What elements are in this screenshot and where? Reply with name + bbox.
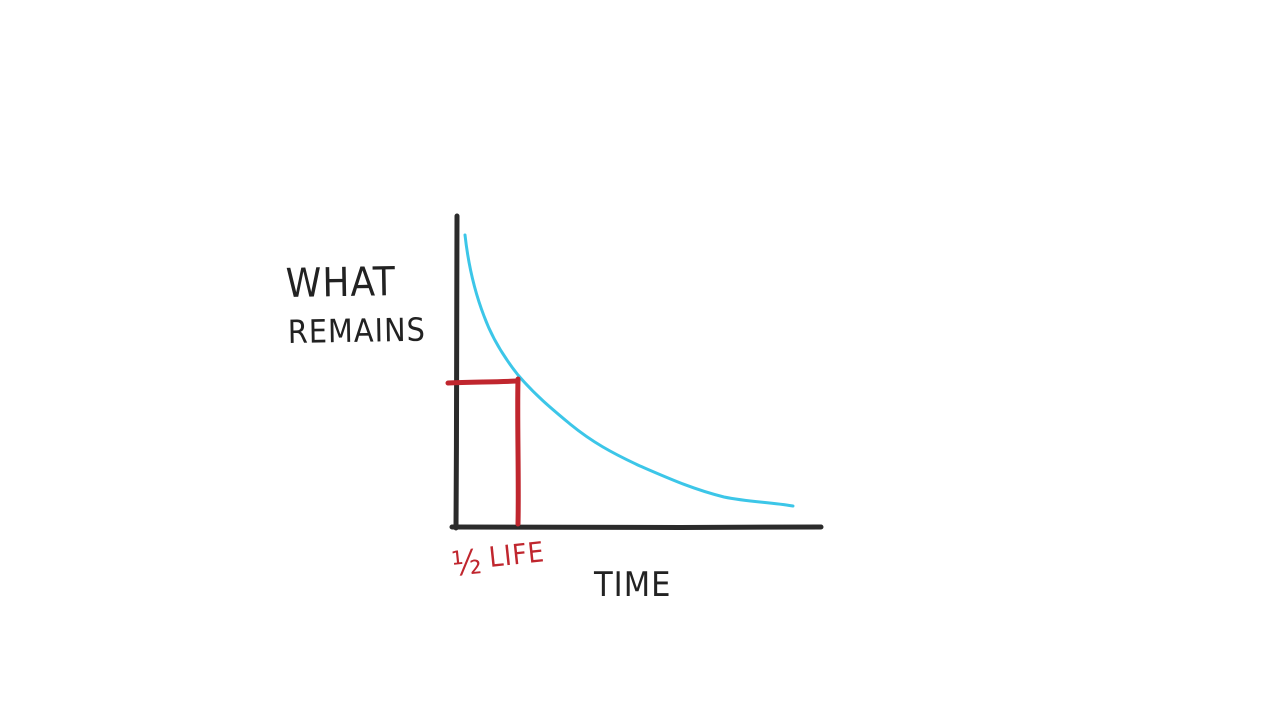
half-life-symbol: ½ bbox=[450, 542, 485, 585]
y-axis-label-line1: WHAT bbox=[285, 259, 396, 307]
y-axis-label-line2: REMAINS bbox=[287, 311, 426, 351]
half-life-label: LIFE bbox=[487, 535, 546, 574]
x-axis-label: TIME bbox=[593, 565, 671, 605]
y-axis-line bbox=[453, 213, 460, 531]
half-life-horizontal-line bbox=[445, 378, 521, 386]
decay-curve bbox=[463, 233, 795, 508]
half-life-vertical-line bbox=[515, 376, 521, 527]
